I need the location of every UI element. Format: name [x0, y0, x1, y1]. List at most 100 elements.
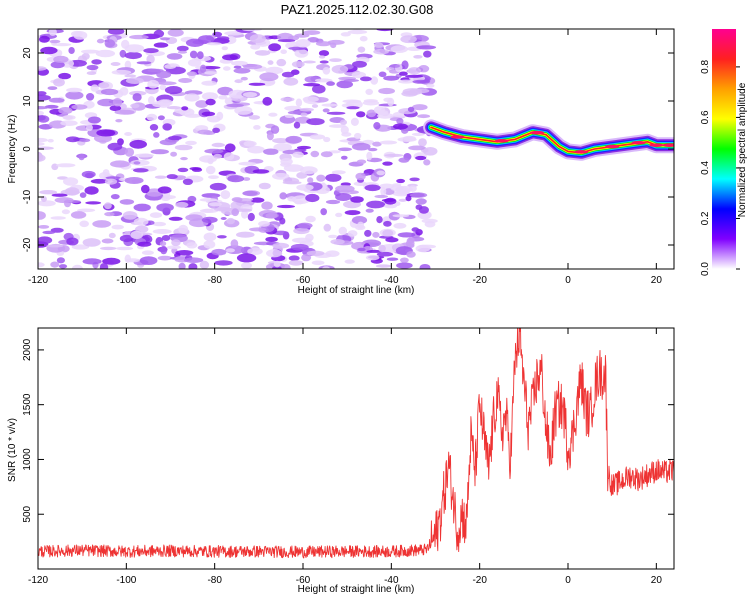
- noise-blob: [124, 44, 145, 53]
- noise-blob: [100, 88, 119, 96]
- noise-blob: [160, 99, 173, 107]
- noise-blob: [226, 103, 244, 108]
- noise-blob: [401, 60, 409, 70]
- noise-blob: [299, 107, 314, 112]
- noise-blob: [297, 222, 313, 229]
- noise-blob: [265, 66, 284, 75]
- noise-blob: [262, 96, 273, 106]
- noise-blob: [268, 43, 281, 52]
- noise-blob: [300, 112, 308, 117]
- noise-blob: [223, 66, 231, 71]
- y-tick-label: 1000: [22, 448, 33, 471]
- noise-blob: [50, 216, 66, 220]
- noise-blob: [160, 37, 170, 41]
- noise-blob: [205, 98, 216, 106]
- noise-blob: [161, 196, 171, 201]
- noise-blob: [66, 87, 83, 93]
- noise-blob: [177, 167, 189, 173]
- noise-blob: [415, 204, 423, 210]
- noise-blob: [114, 109, 135, 115]
- x-tick-label: -120: [28, 275, 48, 286]
- noise-blob: [105, 176, 121, 180]
- noise-blob: [58, 264, 68, 269]
- noise-blob: [124, 60, 132, 69]
- noise-blob: [208, 202, 222, 207]
- noise-blob: [159, 241, 167, 247]
- noise-blob: [301, 253, 312, 262]
- noise-blob: [408, 145, 426, 151]
- noise-blob: [73, 31, 88, 40]
- noise-blob: [323, 136, 331, 143]
- colorbar-tick-label: 0.4: [700, 161, 711, 175]
- noise-blob: [160, 245, 168, 255]
- noise-blob: [384, 153, 404, 157]
- noise-blob: [153, 42, 169, 48]
- noise-blob: [85, 124, 93, 132]
- noise-blob: [205, 165, 216, 175]
- noise-blob: [62, 115, 76, 120]
- noise-blob: [247, 145, 265, 154]
- colorbar-tick-label: 0.6: [700, 110, 711, 124]
- noise-blob: [38, 152, 44, 162]
- noise-blob: [292, 151, 304, 158]
- noise-blob: [156, 70, 172, 79]
- noise-blob: [340, 119, 347, 126]
- noise-blob: [285, 135, 303, 144]
- noise-blob: [153, 29, 165, 38]
- noise-blob: [47, 86, 58, 90]
- noise-blob: [376, 170, 386, 176]
- noise-blob: [331, 170, 346, 175]
- noise-blob: [236, 253, 257, 263]
- noise-blob: [242, 92, 258, 98]
- noise-blob: [342, 99, 362, 104]
- noise-blob: [230, 239, 239, 249]
- signal-peak: [530, 130, 545, 135]
- noise-blob: [411, 227, 420, 232]
- noise-blob: [267, 60, 274, 65]
- noise-blob: [233, 68, 251, 74]
- noise-blob: [92, 220, 112, 228]
- noise-blob: [233, 65, 242, 69]
- noise-blob: [365, 254, 380, 261]
- noise-blob: [375, 264, 392, 268]
- noise-blob: [309, 134, 326, 140]
- noise-blob: [81, 170, 96, 178]
- spectrogram-xlabel: Height of straight line (km): [298, 285, 415, 296]
- noise-blob: [395, 187, 410, 195]
- noise-blob: [152, 221, 166, 227]
- noise-blob: [247, 212, 255, 222]
- noise-blob: [125, 77, 144, 84]
- noise-blob: [312, 84, 326, 94]
- x-tick-label: 0: [565, 575, 571, 586]
- noise-blob: [110, 194, 120, 200]
- noise-blob: [383, 75, 400, 81]
- noise-blob: [181, 106, 189, 111]
- noise-blob: [398, 79, 414, 84]
- noise-blob: [303, 30, 321, 35]
- noise-blob: [184, 113, 202, 118]
- noise-blob: [81, 49, 100, 54]
- chart-title: PAZ1.2025.112.02.30.G08: [281, 2, 434, 17]
- noise-blob: [259, 72, 279, 82]
- noise-blob: [356, 111, 366, 118]
- noise-blob: [61, 209, 70, 215]
- y-tick-label: 500: [22, 505, 33, 522]
- signal-peak: [649, 143, 664, 147]
- noise-blob: [185, 214, 203, 222]
- noise-blob: [412, 104, 428, 111]
- noise-blob: [419, 264, 431, 269]
- noise-blob: [376, 29, 394, 32]
- noise-blob: [134, 153, 154, 158]
- noise-blob: [121, 39, 130, 49]
- noise-blob: [242, 177, 251, 181]
- noise-blob: [102, 169, 110, 176]
- noise-blob: [225, 248, 235, 253]
- noise-blob: [196, 51, 204, 60]
- y-tick-label: 20: [22, 47, 33, 59]
- noise-blob: [303, 60, 316, 64]
- noise-blob: [272, 138, 290, 144]
- noise-blob: [204, 71, 218, 75]
- noise-blob: [228, 89, 247, 99]
- y-tick-label: 2000: [22, 338, 33, 361]
- noise-blob: [330, 42, 337, 49]
